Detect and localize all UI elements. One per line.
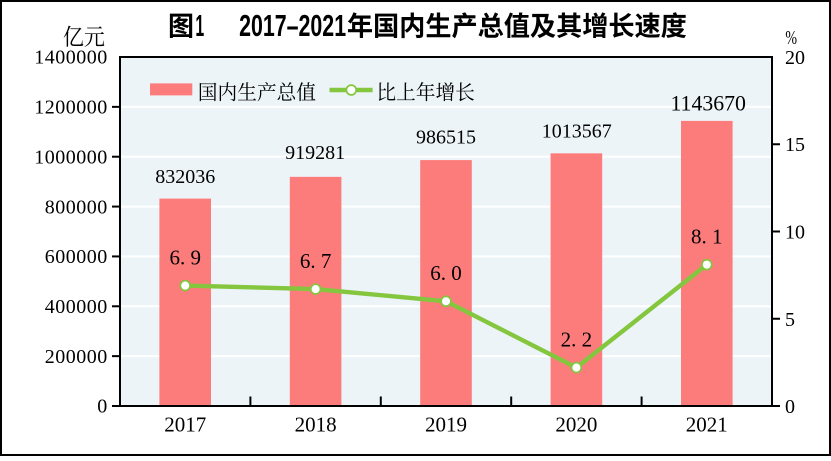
svg-text:600000: 600000 bbox=[45, 246, 108, 268]
svg-text:1013567: 1013567 bbox=[542, 121, 612, 143]
svg-text:1400000: 1400000 bbox=[34, 47, 108, 69]
svg-text:%: % bbox=[785, 27, 797, 49]
svg-text:1000000: 1000000 bbox=[34, 146, 108, 168]
svg-text:2018: 2018 bbox=[295, 412, 337, 436]
svg-text:919281: 919281 bbox=[285, 142, 345, 164]
svg-text:6. 9: 6. 9 bbox=[169, 245, 201, 269]
svg-text:2017: 2017 bbox=[164, 412, 206, 436]
svg-text:0: 0 bbox=[785, 396, 795, 418]
svg-text:15: 15 bbox=[785, 134, 805, 156]
svg-text:10: 10 bbox=[785, 222, 805, 244]
svg-text:2017–2021: 2017–2021 bbox=[239, 8, 346, 43]
svg-text:0: 0 bbox=[97, 396, 108, 418]
svg-text:2. 2: 2. 2 bbox=[561, 327, 593, 351]
svg-text:986515: 986515 bbox=[416, 126, 476, 148]
svg-text:2019: 2019 bbox=[425, 412, 467, 436]
svg-text:1: 1 bbox=[195, 9, 204, 43]
svg-text:8. 1: 8. 1 bbox=[691, 224, 723, 248]
svg-text:800000: 800000 bbox=[45, 196, 108, 218]
svg-text:5: 5 bbox=[785, 309, 795, 331]
svg-text:2020: 2020 bbox=[555, 412, 597, 436]
svg-text:6. 7: 6. 7 bbox=[300, 249, 332, 273]
svg-text:832036: 832036 bbox=[155, 166, 215, 188]
svg-text:200000: 200000 bbox=[45, 346, 108, 368]
svg-text:400000: 400000 bbox=[45, 296, 108, 318]
svg-text:2021: 2021 bbox=[686, 412, 728, 436]
svg-text:1143670: 1143670 bbox=[670, 91, 746, 115]
svg-text:6. 0: 6. 0 bbox=[430, 261, 462, 285]
svg-text:20: 20 bbox=[785, 47, 805, 69]
svg-text:1200000: 1200000 bbox=[34, 97, 108, 119]
